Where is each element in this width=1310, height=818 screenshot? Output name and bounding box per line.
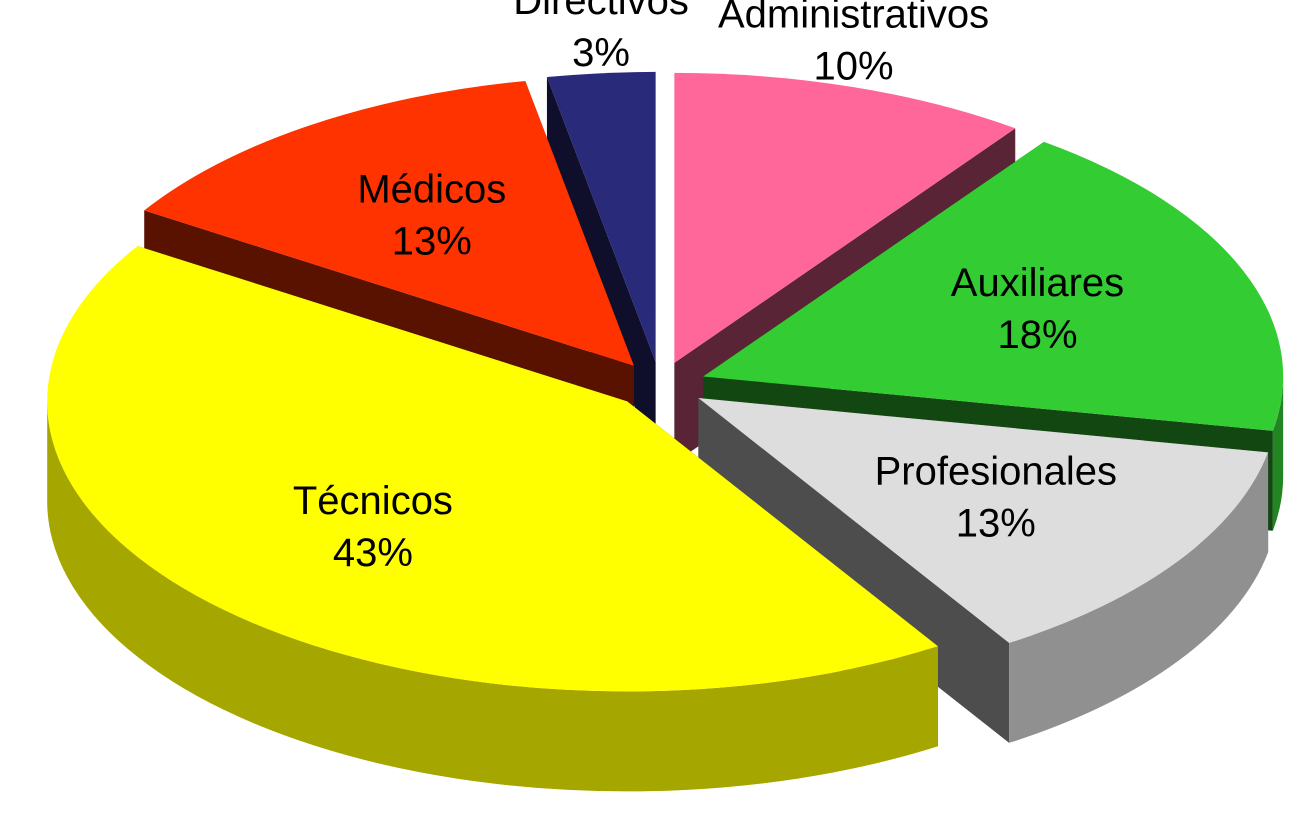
category-label: Auxiliares bbox=[951, 261, 1124, 305]
category-label: Administrativos bbox=[718, 0, 989, 37]
value-label: 13% bbox=[956, 502, 1036, 546]
value-label: 43% bbox=[333, 531, 413, 575]
slice-wall bbox=[1272, 376, 1284, 531]
slice bbox=[47, 246, 938, 692]
category-label: Técnicos bbox=[293, 479, 453, 523]
value-label: 18% bbox=[997, 313, 1077, 357]
category-label: Profesionales bbox=[875, 450, 1117, 494]
slice-wall bbox=[47, 401, 938, 792]
slice bbox=[674, 72, 1016, 363]
category-label: Directivos bbox=[513, 0, 689, 23]
value-label: 3% bbox=[572, 31, 630, 75]
slice bbox=[703, 141, 1284, 431]
category-label: Médicos bbox=[357, 168, 506, 212]
slice-wall bbox=[1009, 452, 1269, 743]
value-label: 13% bbox=[392, 220, 472, 264]
value-label: 10% bbox=[814, 45, 894, 89]
slice bbox=[144, 80, 634, 366]
slice bbox=[698, 398, 1269, 643]
slice bbox=[546, 71, 656, 362]
